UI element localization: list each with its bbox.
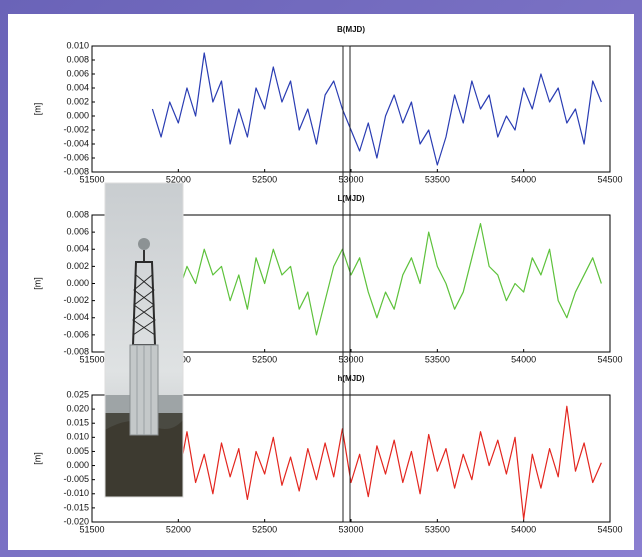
y-tick-label: 0.025 [66, 389, 89, 399]
y-axis-label: [m] [32, 277, 42, 290]
y-tick-label: -0.002 [63, 124, 89, 134]
data-line [151, 405, 602, 520]
y-tick-label: 0.020 [66, 403, 89, 413]
y-tick-label: -0.015 [63, 502, 89, 512]
x-tick-label: 52500 [252, 354, 277, 364]
y-tick-label: 0.002 [66, 96, 89, 106]
chart-title: B(MJD) [337, 25, 365, 34]
x-tick-label: 51500 [79, 174, 104, 184]
x-tick-label: 53500 [425, 174, 450, 184]
y-tick-label: -0.008 [63, 346, 89, 356]
x-tick-label: 52000 [166, 174, 191, 184]
x-tick-label: 54500 [597, 354, 622, 364]
photo [104, 182, 184, 498]
y-tick-label: 0.010 [66, 40, 89, 50]
y-tick-label: -0.005 [63, 474, 89, 484]
x-tick-label: 51500 [79, 354, 104, 364]
y-tick-label: -0.020 [63, 516, 89, 526]
x-tick-label: 53000 [338, 524, 363, 534]
x-tick-label: 54000 [511, 524, 536, 534]
y-tick-label: 0.000 [66, 110, 89, 120]
charts: B(MJD) [m] 0.010 0.008 0.006 0.004 0.002 0.000 -… [32, 25, 622, 534]
y-tick-label: -0.006 [63, 152, 89, 162]
y-tick-label: -0.004 [63, 312, 89, 322]
x-tick-label: 53500 [425, 524, 450, 534]
x-tick-label: 53000 [338, 354, 363, 364]
data-line [151, 52, 602, 166]
x-tick-label: 54500 [597, 174, 622, 184]
y-tick-label: 0.008 [66, 209, 89, 219]
data-line [151, 222, 602, 336]
y-tick-label: 0.000 [66, 460, 89, 470]
y-tick-label: 0.006 [66, 227, 89, 237]
y-tick-label: -0.006 [63, 329, 89, 339]
chart-title: L(MJD) [337, 194, 364, 203]
y-tick-label: 0.008 [66, 54, 89, 64]
y-tick-label: -0.010 [63, 488, 89, 498]
y-axis-label: [m] [32, 103, 42, 116]
panel [8, 14, 634, 550]
y-tick-label: 0.002 [66, 261, 89, 271]
y-tick-label: 0.004 [66, 244, 89, 254]
x-tick-label: 53000 [338, 174, 363, 184]
y-tick-label: 0.015 [66, 418, 89, 428]
y-axis-label: [m] [32, 452, 42, 465]
plot-frame [91, 214, 611, 353]
y-tick-label: -0.004 [63, 138, 89, 148]
x-tick-label: 52000 [166, 524, 191, 534]
x-tick-label: 54000 [511, 354, 536, 364]
y-tick-label: 0.010 [66, 432, 89, 442]
x-tick-label: 51500 [79, 524, 104, 534]
y-tick-label: 0.005 [66, 446, 89, 456]
chart-title: h(MJD) [337, 374, 364, 383]
x-tick-label: 54000 [511, 174, 536, 184]
x-tick-label: 54500 [597, 524, 622, 534]
y-tick-label: 0.004 [66, 82, 89, 92]
x-tick-label: 52500 [252, 174, 277, 184]
y-tick-label: -0.008 [63, 166, 89, 176]
x-tick-label: 52500 [252, 524, 277, 534]
y-tick-label: -0.002 [63, 295, 89, 305]
plot-frame [91, 394, 611, 523]
highlight-box [342, 45, 351, 523]
plot-frame [91, 45, 611, 173]
y-tick-label: 0.006 [66, 68, 89, 78]
y-tick-label: 0.000 [66, 278, 89, 288]
x-tick-label: 53500 [425, 354, 450, 364]
